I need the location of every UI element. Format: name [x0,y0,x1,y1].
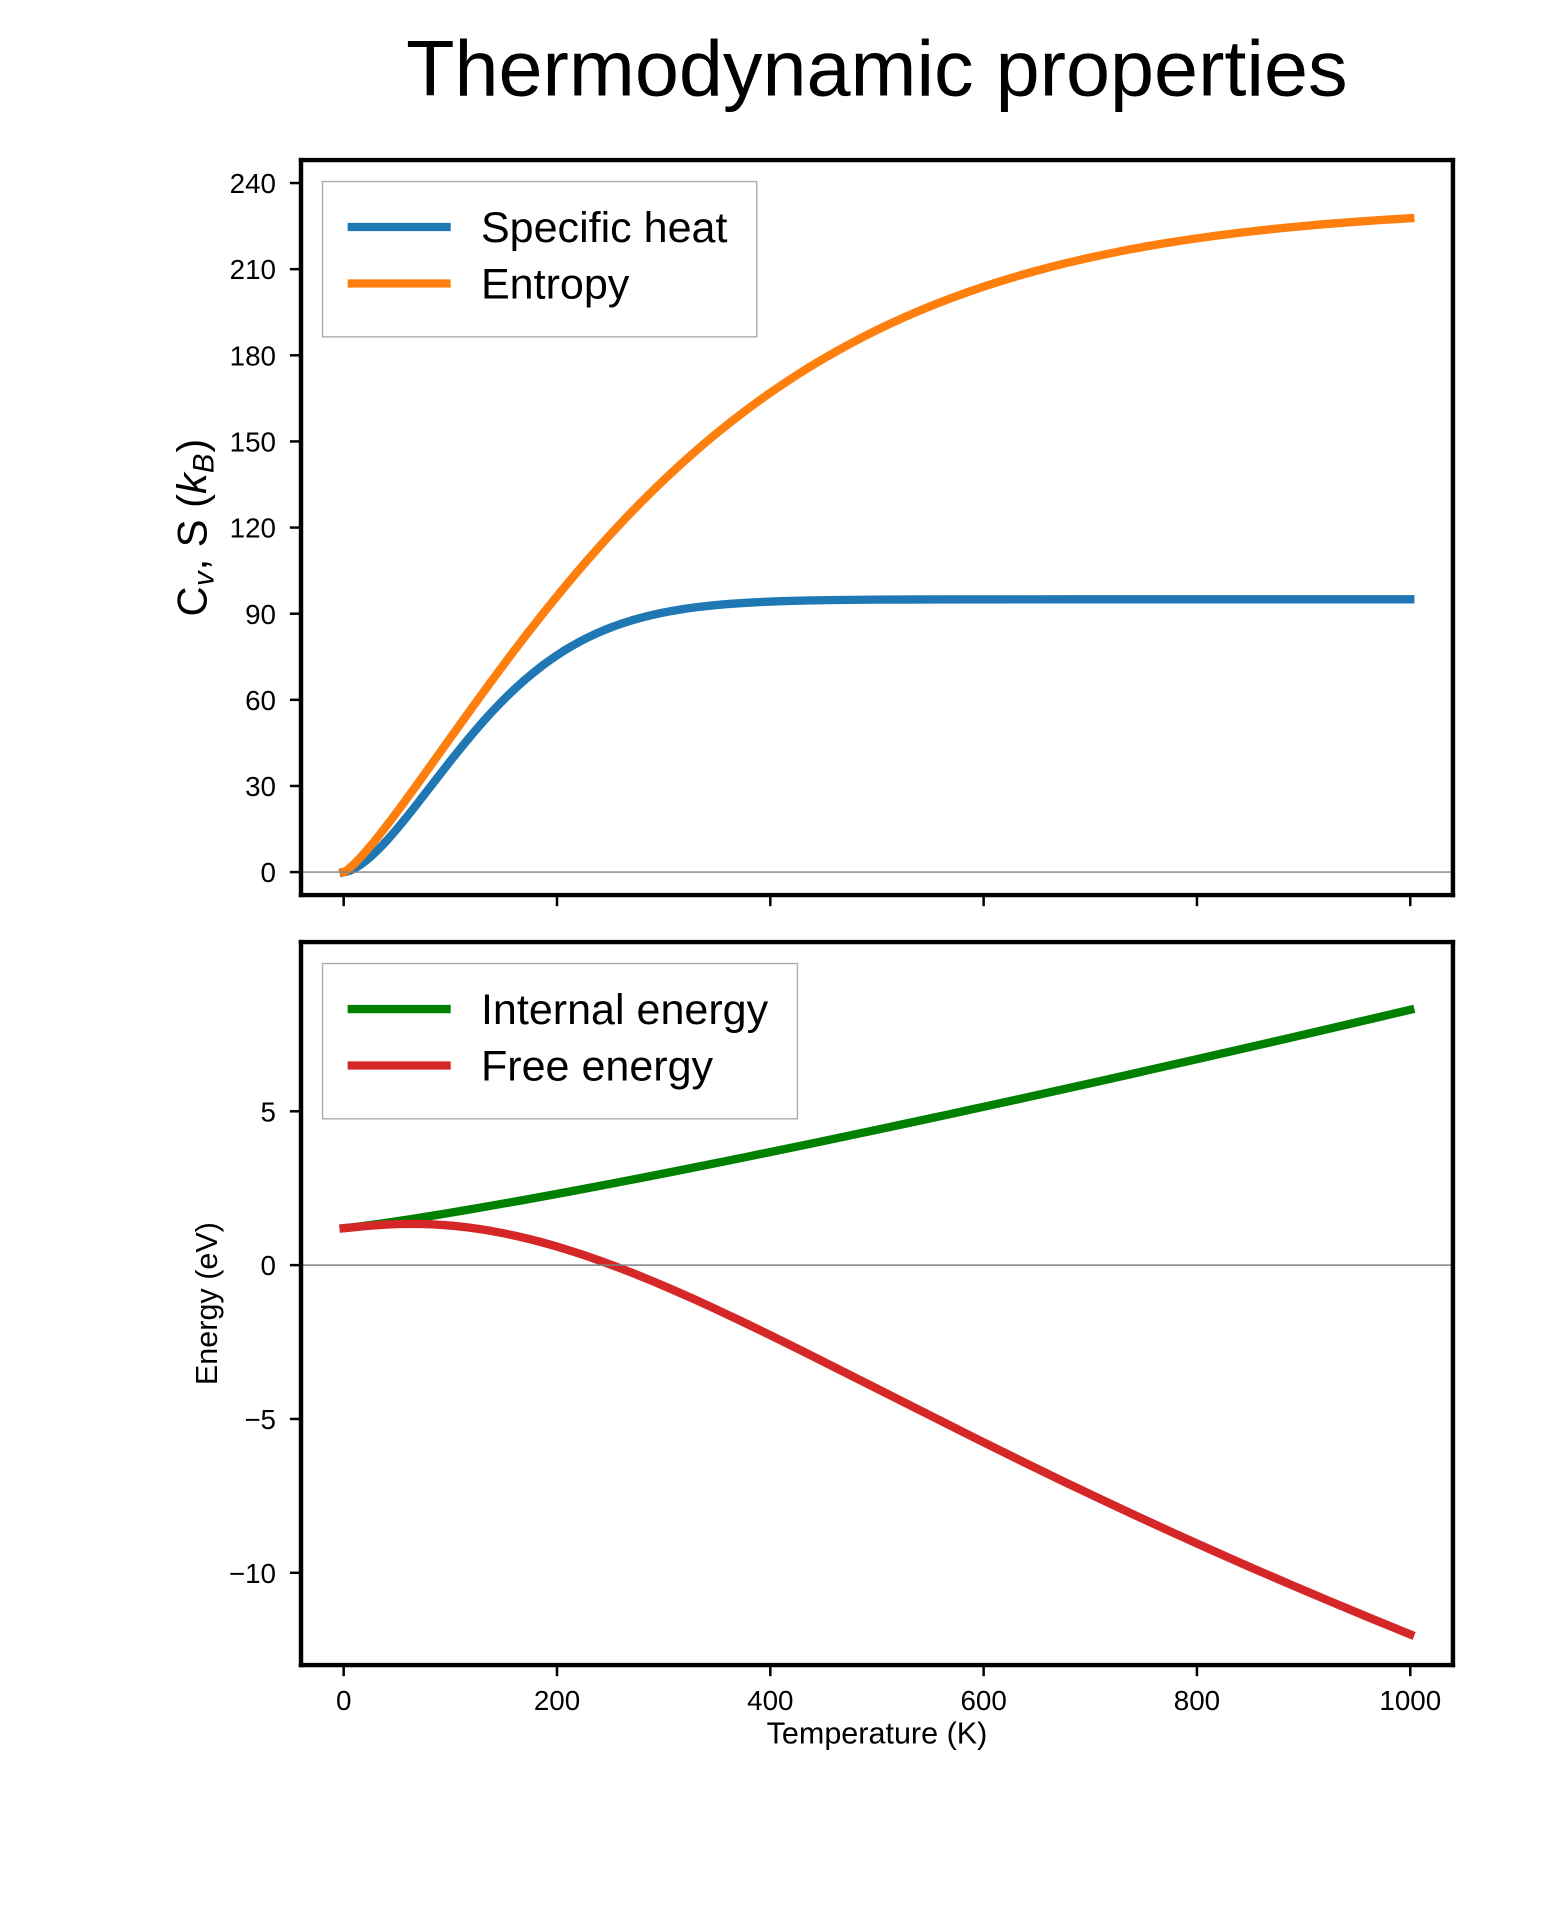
svg-text:240: 240 [230,168,276,199]
svg-text:210: 210 [230,254,276,285]
svg-text:180: 180 [230,340,276,371]
svg-text:Thermodynamic properties: Thermodynamic properties [406,23,1347,112]
svg-text:−5: −5 [244,1404,276,1435]
svg-text:400: 400 [747,1685,793,1716]
svg-text:Internal energy: Internal energy [481,986,769,1034]
svg-text:5: 5 [261,1096,276,1127]
svg-text:600: 600 [960,1685,1006,1716]
svg-text:60: 60 [245,685,276,716]
svg-text:200: 200 [534,1685,580,1716]
svg-text:0: 0 [261,1250,276,1281]
svg-text:Temperature (K): Temperature (K) [767,1717,988,1751]
svg-text:−10: −10 [229,1558,276,1589]
svg-text:0: 0 [336,1685,351,1716]
svg-text:150: 150 [230,426,276,457]
svg-text:120: 120 [230,513,276,544]
svg-text:90: 90 [245,599,276,630]
svg-text:30: 30 [245,771,276,802]
svg-text:Energy (eV): Energy (eV) [190,1222,224,1385]
svg-text:Free energy: Free energy [481,1043,714,1091]
svg-text:0: 0 [261,857,276,888]
svg-text:800: 800 [1174,1685,1220,1716]
svg-text:1000: 1000 [1379,1685,1441,1716]
svg-text:Entropy: Entropy [481,261,630,309]
svg-text:Specific heat: Specific heat [481,204,728,252]
